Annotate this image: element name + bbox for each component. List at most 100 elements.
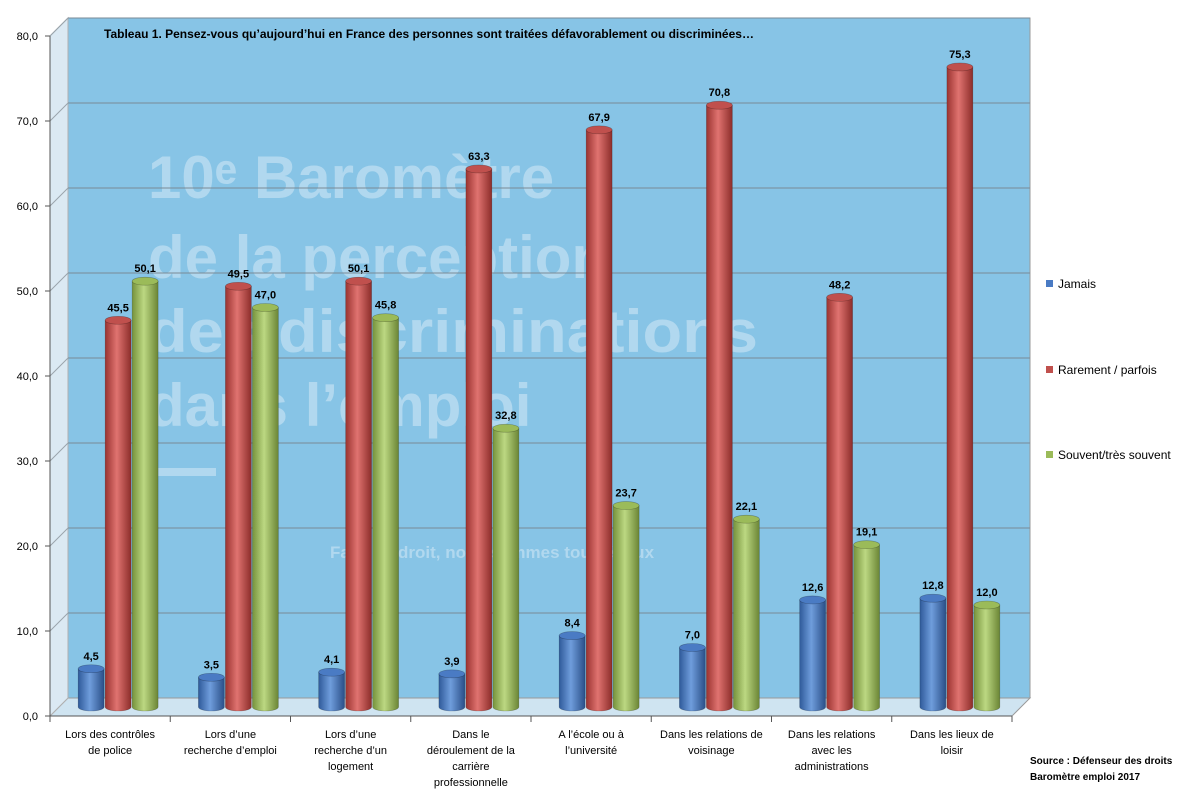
bar [679, 643, 706, 712]
data-label: 45,8 [375, 300, 396, 312]
x-category-label: Dans le déroulement de la carrière professi… [427, 729, 516, 789]
bar [585, 125, 613, 712]
bar [465, 164, 493, 712]
bar-body [438, 673, 466, 712]
bar [345, 276, 372, 712]
x-category-label: A l’école ou à l’université [558, 729, 624, 757]
data-label: 48,2 [829, 279, 850, 291]
x-category-label: Dans les relations de voisinage [660, 729, 763, 757]
data-label: 32,8 [495, 410, 516, 422]
bar-body [198, 676, 225, 712]
y-tick-label: 30,0 [17, 456, 38, 468]
data-label: 12,6 [802, 582, 823, 594]
x-category-label: Dans les relations avec les administration… [788, 729, 876, 773]
legend: Jamais Rarement / parfois Souvent/très sou… [1046, 277, 1171, 462]
source-line-2: Baromètre emploi 2017 [1030, 772, 1140, 783]
bar-top [372, 313, 399, 323]
plot-floor [48, 697, 1032, 717]
watermark-tagline: Face au droit, nous sommes tous égaux [330, 543, 655, 562]
chart-title: Tableau 1. Pensez-vous qu’aujourd’hui en… [104, 27, 754, 41]
bar-top [853, 540, 880, 549]
bar [252, 303, 279, 712]
bar [853, 540, 880, 712]
legend-swatch [1046, 366, 1053, 373]
data-label: 75,3 [949, 49, 970, 61]
gridline-side [49, 527, 69, 547]
bar-top [77, 664, 105, 674]
data-label: 4,1 [324, 654, 339, 666]
bar-top [198, 672, 225, 682]
data-label: 8,4 [564, 618, 580, 630]
gridline-side [49, 272, 69, 292]
x-category-label: Lors d’une recherche d’un logement [314, 729, 387, 773]
bar [799, 595, 826, 712]
bar [946, 62, 974, 712]
bar-body [733, 518, 760, 712]
bar [77, 664, 105, 712]
bar-body [372, 317, 399, 712]
bar-top [131, 276, 159, 286]
bar [826, 292, 853, 712]
bar [225, 281, 252, 712]
legend-swatch [1046, 451, 1053, 458]
bar-top [612, 501, 640, 510]
gridline-side [49, 187, 69, 207]
y-tick-label: 40,0 [17, 371, 38, 383]
bar-top [826, 292, 853, 302]
watermark-line-2: de la perception [148, 224, 608, 291]
bar-body [799, 599, 826, 712]
bar [612, 501, 640, 712]
gridline-side [49, 357, 69, 377]
data-label: 50,1 [134, 263, 155, 275]
data-label: 3,5 [204, 659, 219, 671]
x-axis: Lors des contrôles de police Lors d’une rec… [49, 715, 1013, 789]
y-tick-label: 70,0 [17, 116, 38, 128]
bar [438, 669, 466, 712]
bar-body [318, 671, 345, 712]
data-label: 49,5 [228, 268, 249, 280]
bar-body [946, 66, 974, 712]
y-tick-label: 80,0 [17, 31, 38, 43]
data-label: 45,5 [107, 302, 128, 314]
y-tick-label: 50,0 [17, 286, 38, 298]
bar-body [77, 668, 105, 712]
y-tick-label: 60,0 [17, 201, 38, 213]
bars: 4,5 3,5 4,1 3,9 8,4 7,0 12,6 12,8 45,5 49,5 50,1 63… [77, 49, 1001, 712]
data-label: 7,0 [685, 630, 700, 642]
y-axis: 0,0 10,0 20,0 30,0 40,0 50,0 60,0 70,0 80,0 [17, 31, 51, 723]
bar [706, 100, 733, 712]
bar-top [679, 643, 706, 652]
bar-body [853, 544, 880, 712]
data-label: 47,0 [255, 290, 276, 302]
bar-body [973, 604, 1001, 712]
bar-top [973, 600, 1001, 610]
bar [733, 514, 760, 712]
bar [919, 593, 947, 712]
gridline-side [49, 442, 69, 462]
bar-body [585, 129, 613, 712]
data-label: 3,9 [444, 656, 459, 668]
gridline-side [49, 17, 69, 37]
watermark-dash [150, 468, 216, 476]
bar-top [438, 669, 466, 679]
bar [318, 667, 345, 712]
x-category-label: Dans les lieux de loisir [910, 729, 994, 757]
watermark-line-1: 10ᵉ Baromètre [148, 144, 554, 211]
bar [372, 313, 399, 712]
bar-body [345, 280, 372, 712]
legend-label: Jamais [1058, 277, 1096, 291]
y-tick-label: 10,0 [17, 626, 38, 638]
bar-top [946, 62, 974, 72]
data-label: 12,8 [922, 580, 943, 592]
bar-top [492, 423, 520, 433]
bar-body [919, 597, 947, 712]
bar-body [225, 285, 252, 712]
bar-top [252, 303, 279, 312]
source-line-1: Source : Défenseur des droits [1030, 756, 1173, 767]
y-tick-label: 0,0 [23, 711, 38, 723]
bar [492, 423, 520, 712]
bar [973, 600, 1001, 712]
data-label: 50,1 [348, 263, 369, 275]
bar-body [104, 319, 132, 712]
data-label: 22,1 [736, 501, 757, 513]
